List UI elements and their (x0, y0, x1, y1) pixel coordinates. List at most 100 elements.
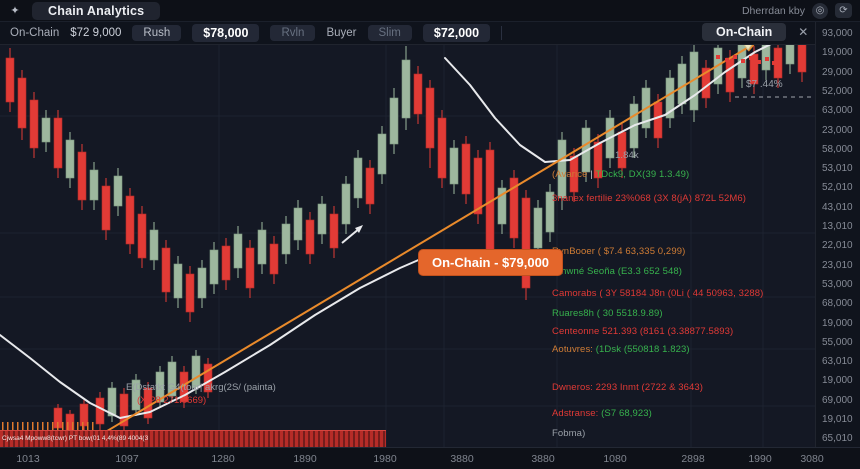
price-scale-label: 53,000 (822, 278, 853, 290)
candle-body (653, 101, 663, 139)
price-scale-label: 19,000 (822, 47, 853, 59)
close-icon[interactable]: ✕ (798, 25, 809, 39)
panel-tab-onchain[interactable]: On-Chain ✕ (702, 23, 808, 41)
candle-body (413, 73, 423, 115)
toolbar-item[interactable]: Slim (367, 25, 412, 41)
candle-body (245, 247, 255, 289)
candle-body (797, 45, 807, 73)
time-scale-label: 1990 (748, 453, 772, 465)
ma-line (444, 45, 772, 163)
price-scale-label: 22,010 (822, 240, 853, 252)
signal-dot (765, 57, 769, 61)
candle-body (149, 229, 159, 261)
candle-body (113, 175, 123, 207)
price-scale-label: 63,000 (822, 105, 853, 117)
toolbar-item: $72 9,000 (70, 27, 122, 39)
candle-body (119, 393, 129, 427)
time-scale-label: 3080 (800, 453, 824, 465)
candle-body (77, 151, 87, 201)
candle-body (95, 397, 105, 425)
candle-body (101, 185, 111, 231)
toolbar-item[interactable]: $72,000 (422, 24, 491, 42)
signal-dot (716, 55, 720, 59)
candle-body (365, 167, 375, 205)
candle-body (5, 57, 15, 103)
header-right-label: Dherrdan kby (741, 4, 805, 17)
toolbar-item[interactable]: Rush (132, 25, 182, 41)
toolbar-item: On-Chain (10, 27, 60, 39)
price-scale-label: 29,000 (822, 66, 853, 78)
candle-body (377, 133, 387, 175)
candle-body (329, 213, 339, 249)
time-scale-label: 1280 (211, 453, 235, 465)
candle-body (509, 177, 519, 239)
ma-note-gray: E(Dstatkt G4(toar| akrg(2S/ (painta) (126, 382, 276, 393)
toolbar-divider (501, 26, 503, 40)
price-scale-label: 19,000 (822, 375, 853, 387)
candle-body (203, 363, 213, 393)
signal-dot (741, 59, 745, 63)
candle-body (401, 59, 411, 119)
panel-tab-label[interactable]: On-Chain (702, 23, 787, 41)
candle-body (221, 245, 231, 281)
toolbar-item: Buyer (326, 27, 357, 39)
price-scale-label: 55,000 (822, 336, 853, 348)
candle-body (665, 77, 675, 119)
candle-body (125, 195, 135, 245)
refresh-icon[interactable]: ⟳ (835, 3, 852, 18)
candle-body (107, 387, 117, 417)
time-scale-label: 1013 (16, 453, 40, 465)
signal-dot (749, 56, 753, 60)
candle-body (305, 219, 315, 255)
candle-body (749, 53, 759, 85)
price-scale-label: 69,000 (822, 394, 853, 406)
candle-body (557, 139, 567, 199)
header-actions: Dherrdan kby ◎ ⟳ (741, 2, 852, 19)
price-scale-label: 65,010 (822, 433, 853, 445)
candle-body (65, 139, 75, 179)
volume-profile-strip: Cjwsa4 Mpoww8(tcwr) PT bow(01 4,4%(89 40… (0, 430, 386, 447)
candle-body (185, 273, 195, 313)
target-icon[interactable]: ◎ (812, 2, 828, 19)
signal-dot (757, 60, 761, 64)
candlestick-chart[interactable] (0, 45, 815, 447)
price-scale-label: 53,010 (822, 163, 853, 175)
price-scale-label: 13,010 (822, 221, 853, 232)
triangle-marker (743, 45, 753, 51)
price-badge[interactable]: On-Chain - $79,000 (418, 249, 564, 276)
page-title: Chain Analytics (32, 1, 161, 20)
candle-body (131, 379, 141, 411)
toolbar-item[interactable]: Rvln (270, 25, 316, 41)
price-scale-label: 19,000 (822, 317, 853, 329)
price-scale-label: 58,000 (822, 143, 853, 155)
candle-body (725, 57, 735, 93)
price-scale-label: 23,010 (822, 259, 853, 271)
candle-body (533, 207, 543, 249)
candle-body (257, 229, 267, 265)
price-scale-label: 68,000 (822, 298, 853, 310)
orange-tick-marks (2, 422, 94, 430)
price-scale-label: 52,010 (822, 182, 853, 194)
time-scale-label: 2898 (681, 453, 705, 465)
ma-note-red: (X/P8 271.0669) (137, 395, 207, 406)
candle-body (317, 203, 327, 235)
time-scale[interactable]: 1013 1097 1280 1890 1980 3880 3880 1080 2898 1990… (0, 447, 860, 469)
candle-body (53, 117, 63, 169)
candle-body (569, 155, 579, 193)
app-icon: ✦ (10, 5, 20, 17)
ma-line (0, 254, 431, 419)
candle-body (137, 213, 147, 259)
toolbar-item[interactable]: $78,000 (192, 24, 260, 42)
candle-body (449, 147, 459, 185)
candle-body (785, 45, 795, 65)
price-scale-label: 93,000 (822, 28, 853, 39)
candle-body (353, 157, 363, 199)
candle-body (617, 131, 627, 169)
price-scale-label: 63,010 (822, 356, 853, 368)
signal-dot (725, 58, 729, 62)
price-scale[interactable]: 93,000 19,000 29,000 52,000 63,000 23,000 58,0… (815, 22, 860, 447)
price-scale-label: 43,010 (822, 201, 853, 213)
candle-body (209, 249, 219, 285)
time-scale-label: 1980 (373, 453, 397, 465)
